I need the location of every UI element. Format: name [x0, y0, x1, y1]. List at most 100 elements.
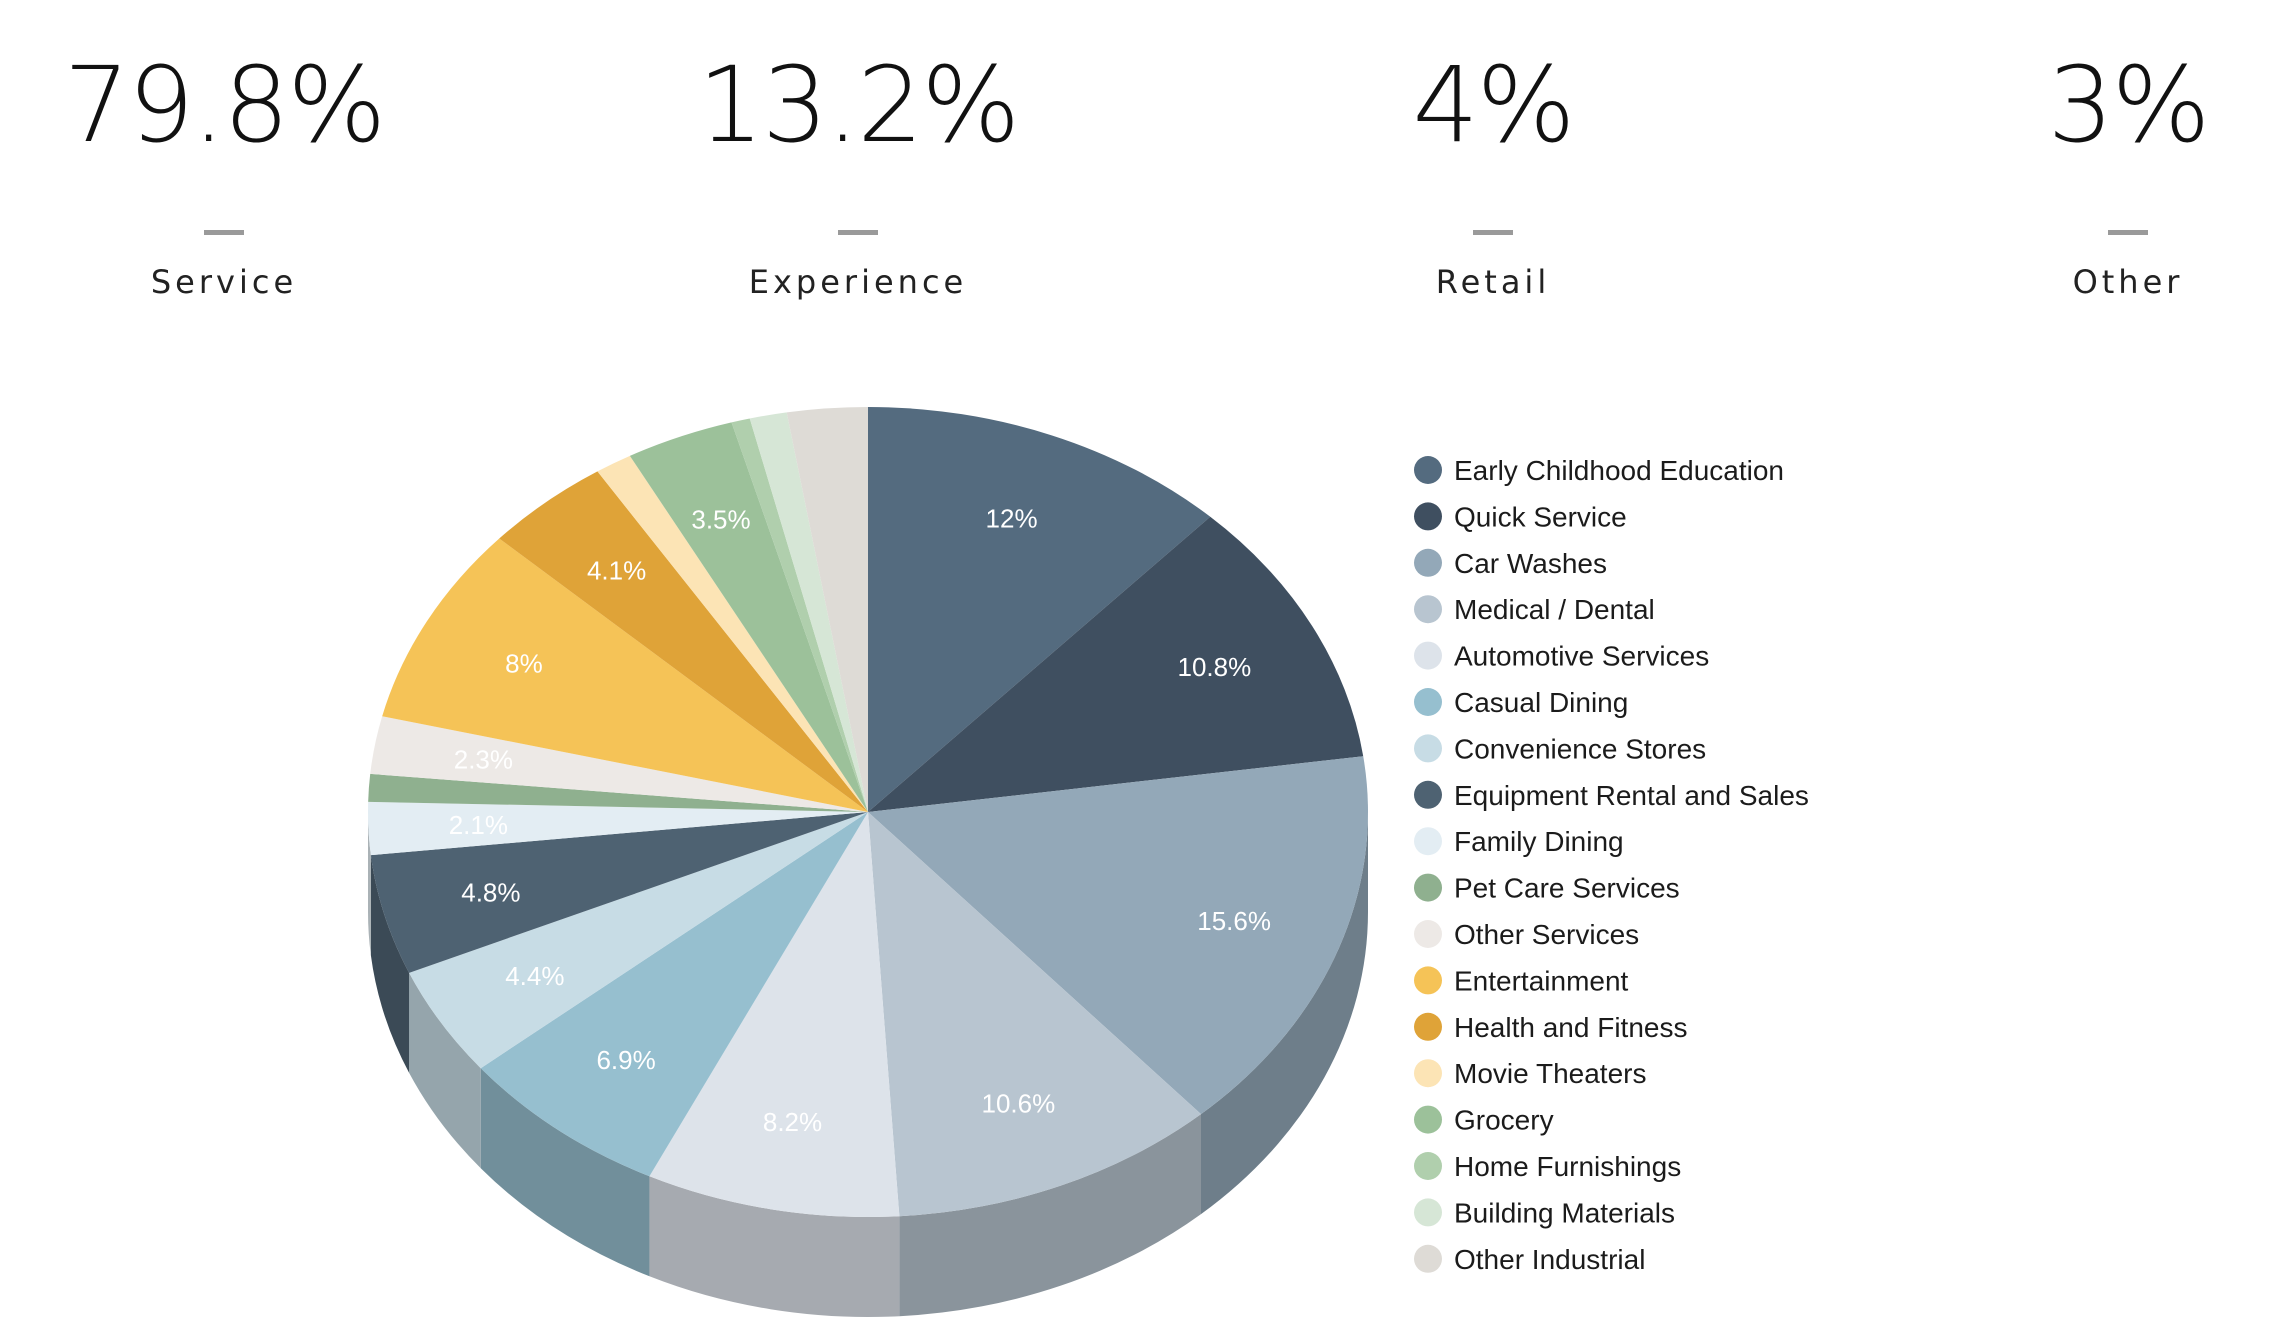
legend-swatch [1414, 1012, 1442, 1041]
stat-other-label: Other [2072, 263, 2184, 301]
pie-slice-quick-service [868, 516, 1364, 812]
slice-label-other-services: 2.3% [454, 745, 513, 775]
stat-service-value: 79.8% [63, 44, 386, 166]
slice-label-car-washes: 15.6% [1197, 906, 1271, 936]
pie-slice-family-dining [368, 801, 868, 856]
stat-retail-label: Retail [1435, 263, 1551, 301]
legend-item-pet-care-services: Pet Care Services [1414, 873, 1680, 904]
legend-swatch [1414, 873, 1442, 902]
legend-swatch [1414, 734, 1442, 763]
legend-item-entertainment: Entertainment [1414, 965, 1629, 996]
pie-slice-automotive-services [649, 812, 900, 1217]
stat-divider [204, 230, 244, 235]
slice-label-grocery: 3.5% [691, 504, 750, 534]
legend-label: Building Materials [1454, 1197, 1675, 1228]
legend-item-other-industrial: Other Industrial [1414, 1244, 1645, 1275]
pie-slice-pet-care-services [368, 773, 868, 812]
stat-divider [838, 230, 878, 235]
legend-label: Automotive Services [1454, 641, 1709, 672]
legend-item-health-and-fitness: Health and Fitness [1414, 1012, 1687, 1043]
pie-slice-grocery [629, 422, 868, 812]
stat-divider [2108, 230, 2148, 235]
pie-slice-health-and-fitness [499, 471, 868, 812]
pie-labels: 12% 10.8% 15.6% 10.6% 8.2% 6.9% 4.4% 4.8% 2.1% 2.… [449, 503, 1271, 1137]
slice-label-casual-dining: 6.9% [596, 1045, 655, 1075]
legend-label: Convenience Stores [1454, 733, 1706, 764]
pie-side-family-dining [368, 812, 371, 956]
slice-label-early-childhood-education: 12% [986, 503, 1038, 533]
legend-label: Casual Dining [1454, 687, 1628, 718]
slice-label-family-dining: 2.1% [449, 810, 508, 840]
slice-label-equipment-rental-and-sales: 4.8% [461, 877, 520, 907]
slice-label-health-and-fitness: 4.1% [587, 556, 646, 586]
legend-label: Equipment Rental and Sales [1454, 780, 1809, 811]
pie-slice-movie-theaters [597, 455, 868, 812]
legend-label: Health and Fitness [1454, 1012, 1687, 1043]
legend-item-home-furnishings: Home Furnishings [1414, 1151, 1681, 1182]
pie-slice-other-industrial [786, 407, 868, 812]
legend-swatch [1414, 502, 1442, 531]
legend-swatch [1414, 456, 1442, 484]
legend-label: Medical / Dental [1454, 594, 1655, 625]
legend-label: Early Childhood Education [1454, 455, 1784, 486]
legend-swatch [1414, 1152, 1442, 1180]
legend-item-casual-dining: Casual Dining [1414, 687, 1628, 718]
slice-label-medical-dental: 10.6% [982, 1088, 1056, 1118]
pie-side-automotive-services [649, 1176, 900, 1317]
legend: Early Childhood Education Quick Service Ca… [1414, 455, 1809, 1275]
legend-item-convenience-stores: Convenience Stores [1414, 733, 1706, 764]
legend-swatch [1414, 827, 1442, 856]
legend-swatch [1414, 595, 1442, 624]
slice-label-quick-service: 10.8% [1178, 652, 1252, 682]
pie-slice-other-services [370, 716, 868, 812]
legend-item-early-childhood-education: Early Childhood Education [1414, 455, 1784, 486]
stat-other: 3% Other [1808, 40, 2276, 301]
pie-side-medical-dental [899, 1114, 1202, 1317]
legend-label: Car Washes [1454, 548, 1607, 579]
legend-item-automotive-services: Automotive Services [1414, 641, 1709, 672]
legend-item-other-services: Other Services [1414, 919, 1639, 950]
legend-label: Pet Care Services [1454, 873, 1680, 904]
legend-swatch [1414, 780, 1442, 809]
legend-swatch [1414, 1059, 1442, 1088]
stat-experience-label: Experience [748, 263, 968, 301]
legend-label: Quick Service [1454, 501, 1627, 532]
legend-label: Family Dining [1454, 826, 1624, 857]
pie-slice-car-washes [868, 756, 1368, 1115]
stat-experience-value: 13.2% [697, 44, 1020, 166]
legend-swatch [1414, 1105, 1442, 1134]
legend-item-medical-dental: Medical / Dental [1414, 594, 1655, 625]
stat-retail-value: 4% [1412, 44, 1576, 166]
legend-swatch [1414, 1198, 1442, 1227]
slice-label-entertainment: 8% [505, 648, 543, 678]
legend-swatch [1414, 548, 1442, 577]
legend-item-equipment-rental-and-sales: Equipment Rental and Sales [1414, 780, 1809, 811]
pie-side-convenience-stores [409, 972, 481, 1169]
legend-item-movie-theaters: Movie Theaters [1414, 1058, 1646, 1089]
pie-slice-entertainment [382, 538, 868, 812]
stat-service: 79.8% Service [0, 40, 544, 301]
pie-slice-convenience-stores [409, 812, 868, 1069]
slice-label-automotive-services: 8.2% [763, 1107, 822, 1137]
legend-item-car-washes: Car Washes [1414, 548, 1607, 579]
pie-slice-home-furnishings [731, 418, 868, 812]
pie-slice-casual-dining [480, 812, 868, 1177]
summary-stats: 79.8% Service 13.2% Experience 4% Retail… [0, 0, 2276, 301]
pie-slice-building-materials [749, 412, 868, 812]
legend-item-building-materials: Building Materials [1414, 1197, 1675, 1228]
pie-side-casual-dining [480, 1068, 650, 1277]
stat-retail: 4% Retail [1173, 40, 1813, 301]
legend-label: Other Services [1454, 919, 1639, 950]
stat-other-value: 3% [2047, 44, 2211, 166]
legend-label: Movie Theaters [1454, 1058, 1646, 1089]
legend-item-family-dining: Family Dining [1414, 826, 1624, 857]
legend-item-quick-service: Quick Service [1414, 501, 1627, 532]
legend-item-grocery: Grocery [1414, 1105, 1554, 1136]
pie-slice-early-childhood-education [868, 407, 1211, 812]
legend-swatch [1414, 966, 1442, 995]
pie-side-car-washes [1201, 812, 1368, 1215]
pie-slice-medical-dental [868, 812, 1202, 1217]
legend-swatch [1414, 1244, 1442, 1273]
legend-swatch [1414, 920, 1442, 948]
